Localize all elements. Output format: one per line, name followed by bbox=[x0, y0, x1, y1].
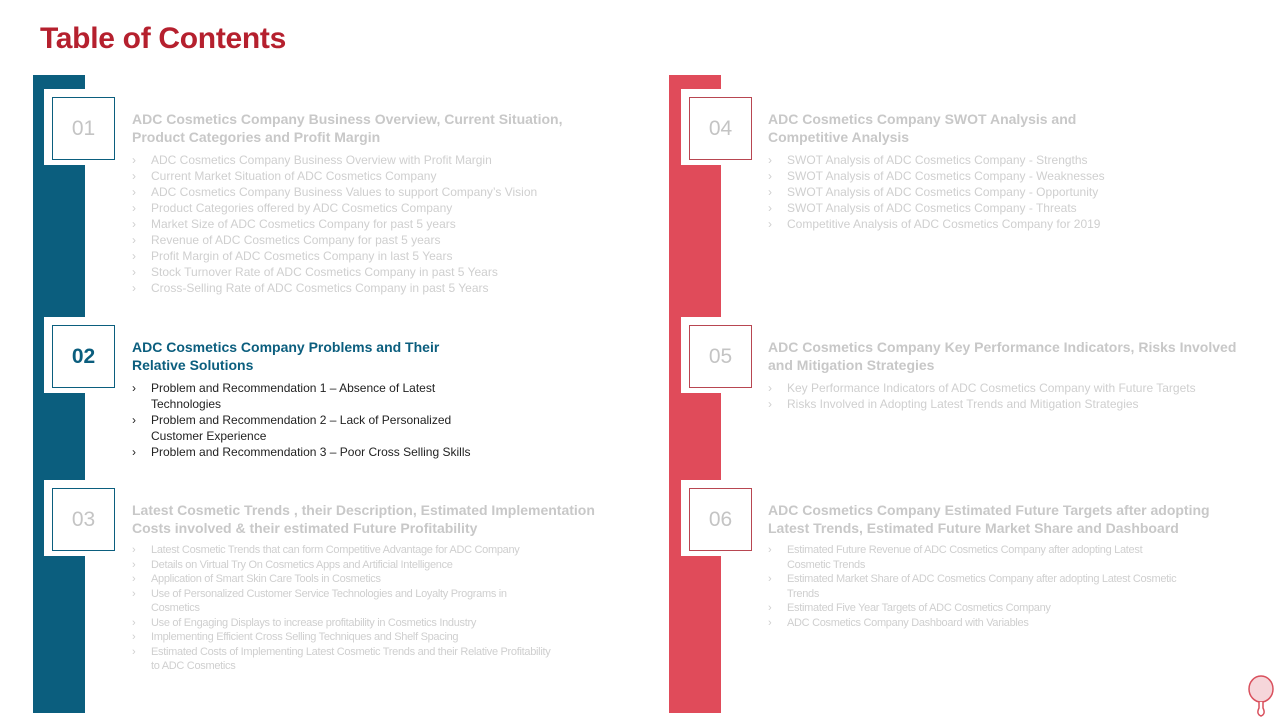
toc-item[interactable]: SWOT Analysis of ADC Cosmetics Company -… bbox=[768, 184, 1108, 200]
toc-item[interactable]: Revenue of ADC Cosmetics Company for pas… bbox=[132, 232, 592, 248]
toc-item[interactable]: SWOT Analysis of ADC Cosmetics Company -… bbox=[768, 200, 1108, 216]
toc-section-05[interactable]: ADC Cosmetics Company Key Performance In… bbox=[768, 338, 1248, 412]
section-title[interactable]: Latest Cosmetic Trends , their Descripti… bbox=[132, 502, 595, 536]
toc-item[interactable]: Estimated Future Revenue of ADC Cosmetic… bbox=[768, 543, 1188, 572]
section-title[interactable]: ADC Cosmetics Company Problems and Their… bbox=[132, 339, 440, 373]
toc-item[interactable]: Cross-Selling Rate of ADC Cosmetics Comp… bbox=[132, 280, 592, 296]
toc-section-04[interactable]: ADC Cosmetics Company SWOT Analysis and … bbox=[768, 110, 1108, 232]
toc-item[interactable]: Product Categories offered by ADC Cosmet… bbox=[132, 200, 592, 216]
toc-item[interactable]: Use of Personalized Customer Service Tec… bbox=[132, 587, 552, 616]
section-title[interactable]: ADC Cosmetics Company Business Overview,… bbox=[132, 111, 563, 145]
section-title[interactable]: ADC Cosmetics Company SWOT Analysis and … bbox=[768, 111, 1077, 145]
toc-item[interactable]: Use of Engaging Displays to increase pro… bbox=[132, 616, 552, 631]
toc-item[interactable]: Market Size of ADC Cosmetics Company for… bbox=[132, 216, 592, 232]
hand-mirror-icon bbox=[1248, 675, 1274, 717]
section-number: 06 bbox=[689, 488, 752, 551]
section-items: ADC Cosmetics Company Business Overview … bbox=[132, 152, 592, 296]
toc-item[interactable]: Estimated Five Year Targets of ADC Cosme… bbox=[768, 601, 1188, 616]
toc-item[interactable]: Stock Turnover Rate of ADC Cosmetics Com… bbox=[132, 264, 592, 280]
toc-item[interactable]: Key Performance Indicators of ADC Cosmet… bbox=[768, 380, 1248, 396]
toc-item[interactable]: Application of Smart Skin Care Tools in … bbox=[132, 572, 552, 587]
section-number: 04 bbox=[689, 97, 752, 160]
section-number-box: 01 bbox=[44, 89, 120, 165]
section-number-box: 02 bbox=[44, 317, 120, 393]
section-items: Problem and Recommendation 1 – Absence o… bbox=[132, 380, 492, 460]
toc-item[interactable]: Latest Cosmetic Trends that can form Com… bbox=[132, 543, 552, 558]
section-title[interactable]: ADC Cosmetics Company Key Performance In… bbox=[768, 339, 1237, 373]
section-number: 03 bbox=[52, 488, 115, 551]
section-number-box: 04 bbox=[681, 89, 757, 165]
section-number: 05 bbox=[689, 325, 752, 388]
toc-item[interactable]: Risks Involved in Adopting Latest Trends… bbox=[768, 396, 1248, 412]
toc-section-01[interactable]: ADC Cosmetics Company Business Overview,… bbox=[132, 110, 592, 296]
toc-item[interactable]: Problem and Recommendation 1 – Absence o… bbox=[132, 380, 492, 412]
toc-item[interactable]: ADC Cosmetics Company Dashboard with Var… bbox=[768, 616, 1188, 631]
section-number: 01 bbox=[52, 97, 115, 160]
page-title: Table of Contents bbox=[40, 22, 287, 55]
section-items: Latest Cosmetic Trends that can form Com… bbox=[132, 543, 552, 674]
toc-item[interactable]: Problem and Recommendation 3 – Poor Cros… bbox=[132, 444, 492, 460]
section-number-box: 06 bbox=[681, 480, 757, 556]
toc-item[interactable]: ADC Cosmetics Company Business Overview … bbox=[132, 152, 592, 168]
toc-item[interactable]: Estimated Market Share of ADC Cosmetics … bbox=[768, 572, 1188, 601]
section-items: Estimated Future Revenue of ADC Cosmetic… bbox=[768, 543, 1188, 630]
section-number-box: 03 bbox=[44, 480, 120, 556]
toc-item[interactable]: Details on Virtual Try On Cosmetics Apps… bbox=[132, 558, 552, 573]
left-accent-bar bbox=[33, 75, 85, 713]
toc-item[interactable]: ADC Cosmetics Company Business Values to… bbox=[132, 184, 592, 200]
toc-item[interactable]: Estimated Costs of Implementing Latest C… bbox=[132, 645, 552, 674]
toc-section-06[interactable]: ADC Cosmetics Company Estimated Future T… bbox=[768, 501, 1248, 630]
toc-item[interactable]: Competitive Analysis of ADC Cosmetics Co… bbox=[768, 216, 1108, 232]
section-items: SWOT Analysis of ADC Cosmetics Company -… bbox=[768, 152, 1108, 232]
right-accent-bar bbox=[669, 75, 721, 713]
section-items: Key Performance Indicators of ADC Cosmet… bbox=[768, 380, 1248, 412]
toc-section-03[interactable]: Latest Cosmetic Trends , their Descripti… bbox=[132, 501, 612, 674]
toc-item[interactable]: SWOT Analysis of ADC Cosmetics Company -… bbox=[768, 152, 1108, 168]
toc-item[interactable]: Current Market Situation of ADC Cosmetic… bbox=[132, 168, 592, 184]
section-title[interactable]: ADC Cosmetics Company Estimated Future T… bbox=[768, 502, 1210, 536]
section-number-box: 05 bbox=[681, 317, 757, 393]
toc-item[interactable]: Problem and Recommendation 2 – Lack of P… bbox=[132, 412, 492, 444]
toc-item[interactable]: Profit Margin of ADC Cosmetics Company i… bbox=[132, 248, 592, 264]
toc-item[interactable]: SWOT Analysis of ADC Cosmetics Company -… bbox=[768, 168, 1108, 184]
section-number: 02 bbox=[52, 325, 115, 388]
toc-section-02[interactable]: ADC Cosmetics Company Problems and Their… bbox=[132, 338, 492, 460]
toc-item[interactable]: Implementing Efficient Cross Selling Tec… bbox=[132, 630, 552, 645]
